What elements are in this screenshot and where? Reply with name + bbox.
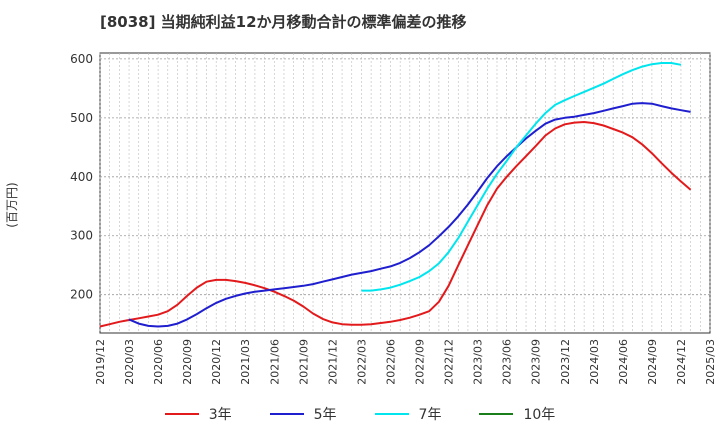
series-layer	[99, 62, 692, 328]
x-tick-label: 2024/03	[588, 339, 601, 385]
x-tick-label: 2024/12	[675, 339, 688, 385]
legend-label: 10年	[523, 407, 556, 423]
x-tick-label: 2020/06	[152, 339, 165, 385]
x-tick-label: 2023/09	[530, 339, 543, 385]
legend-swatch	[164, 413, 199, 415]
x-tick-label: 2023/12	[559, 339, 572, 385]
x-tick-label: 2021/12	[326, 339, 339, 385]
y-tick-label: 500	[70, 111, 93, 125]
y-tick-label: 400	[70, 170, 93, 184]
x-tick-label: 2020/09	[181, 339, 194, 385]
x-tick-label: 2022/09	[414, 339, 427, 385]
legend-item: 10年	[479, 404, 555, 424]
legend-item: 7年	[374, 404, 442, 424]
axis-layer: 200 300 400 500 600 2019/12 2020/03 2020/06 2020…	[70, 52, 717, 385]
y-tick-label: 600	[70, 52, 93, 66]
chart-title: [8038] 当期純利益12か月移動合計の標準偏差の推移	[100, 13, 467, 31]
legend-swatch	[374, 413, 409, 415]
grid-layer	[99, 52, 711, 334]
x-tick-label: 2023/03	[472, 339, 485, 385]
series-line-3年	[99, 121, 692, 328]
x-tick-label: 2021/03	[239, 339, 252, 385]
series-line-7年	[361, 62, 682, 292]
legend-label: 5年	[313, 407, 337, 423]
x-tick-label: 2022/03	[355, 339, 368, 385]
x-tick-label: 2025/03	[704, 339, 717, 385]
x-tick-label: 2024/06	[617, 339, 630, 385]
x-tick-label: 2020/03	[123, 339, 136, 385]
legend-item: 3年	[164, 404, 232, 424]
legend-label: 7年	[418, 407, 442, 423]
y-tick-label: 200	[70, 288, 93, 302]
x-tick-label: 2021/09	[297, 339, 310, 385]
x-tick-label: 2024/09	[646, 339, 659, 385]
legend: 3年 5年 7年 10年	[0, 404, 720, 424]
x-tick-label: 2023/06	[501, 339, 514, 385]
legend-swatch	[269, 413, 304, 415]
legend-swatch	[479, 413, 514, 415]
y-tick-label: 300	[70, 229, 93, 243]
x-tick-label: 2019/12	[94, 339, 107, 385]
legend-item: 5年	[269, 404, 337, 424]
x-tick-label: 2021/06	[268, 339, 281, 385]
x-tick-label: 2020/12	[210, 339, 223, 385]
x-tick-label: 2022/12	[443, 339, 456, 385]
series-line-5年	[128, 102, 691, 328]
y-axis-label: (百万円)	[5, 182, 19, 227]
legend-label: 3年	[208, 407, 232, 423]
x-tick-label: 2022/06	[384, 339, 397, 385]
